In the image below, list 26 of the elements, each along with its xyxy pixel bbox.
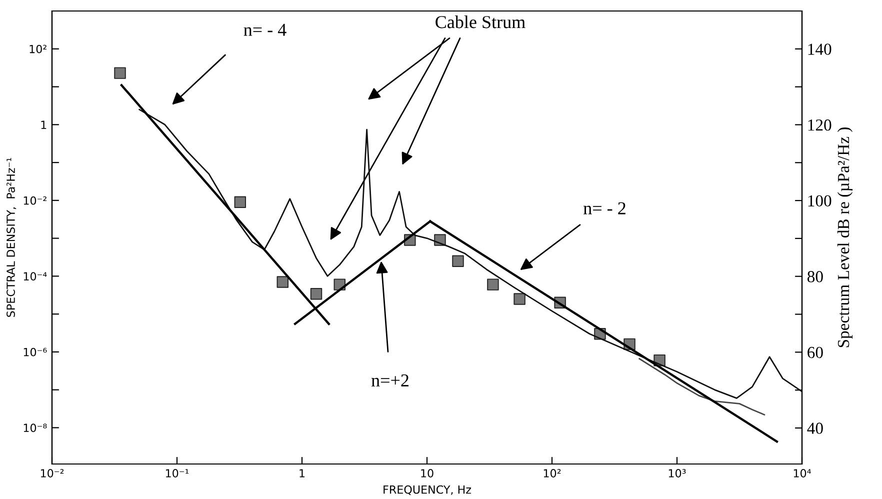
y-axis-title: SPECTRAL DENSITY, Pa²Hz⁻¹	[6, 158, 16, 317]
y-tick-label: 10⁻⁸	[24, 424, 47, 432]
y2-tick-label: 80	[807, 271, 823, 282]
x-tick-label: 10²	[544, 469, 561, 478]
y2-tick-label: 40	[807, 422, 823, 434]
annotation: n= - 2	[584, 202, 626, 214]
x-tick-label: 10³	[668, 469, 686, 478]
x-tick-label: 10	[421, 469, 434, 478]
x-tick-label: 1	[300, 469, 305, 478]
y2-tick-label: 140	[808, 44, 832, 55]
y-tick-label: 1	[41, 120, 46, 129]
x-tick-label: 10⁻¹	[166, 469, 189, 478]
annotation: n=+2	[371, 374, 408, 386]
y-tick-label: 10⁻²	[24, 196, 46, 205]
x-tick-label: 10⁻²	[40, 469, 64, 478]
x-tick-label: 10⁴	[794, 469, 811, 478]
y-tick-label: 10⁻⁴	[24, 272, 47, 281]
annotation: n= - 4	[244, 24, 286, 36]
annotation: Cable Strum	[436, 15, 526, 28]
y-tick-label: 10⁻⁶	[24, 348, 47, 356]
y2-axis-title: Spectrum Level dB re (µPa²/Hz )	[837, 127, 853, 348]
y2-tick-label: 120	[808, 119, 832, 131]
y-tick-label: 10²	[30, 44, 46, 54]
y2-tick-label: 100	[808, 195, 832, 206]
y2-tick-label: 60	[808, 346, 823, 358]
x-axis-title: FREQUENCY, Hz	[384, 485, 471, 496]
